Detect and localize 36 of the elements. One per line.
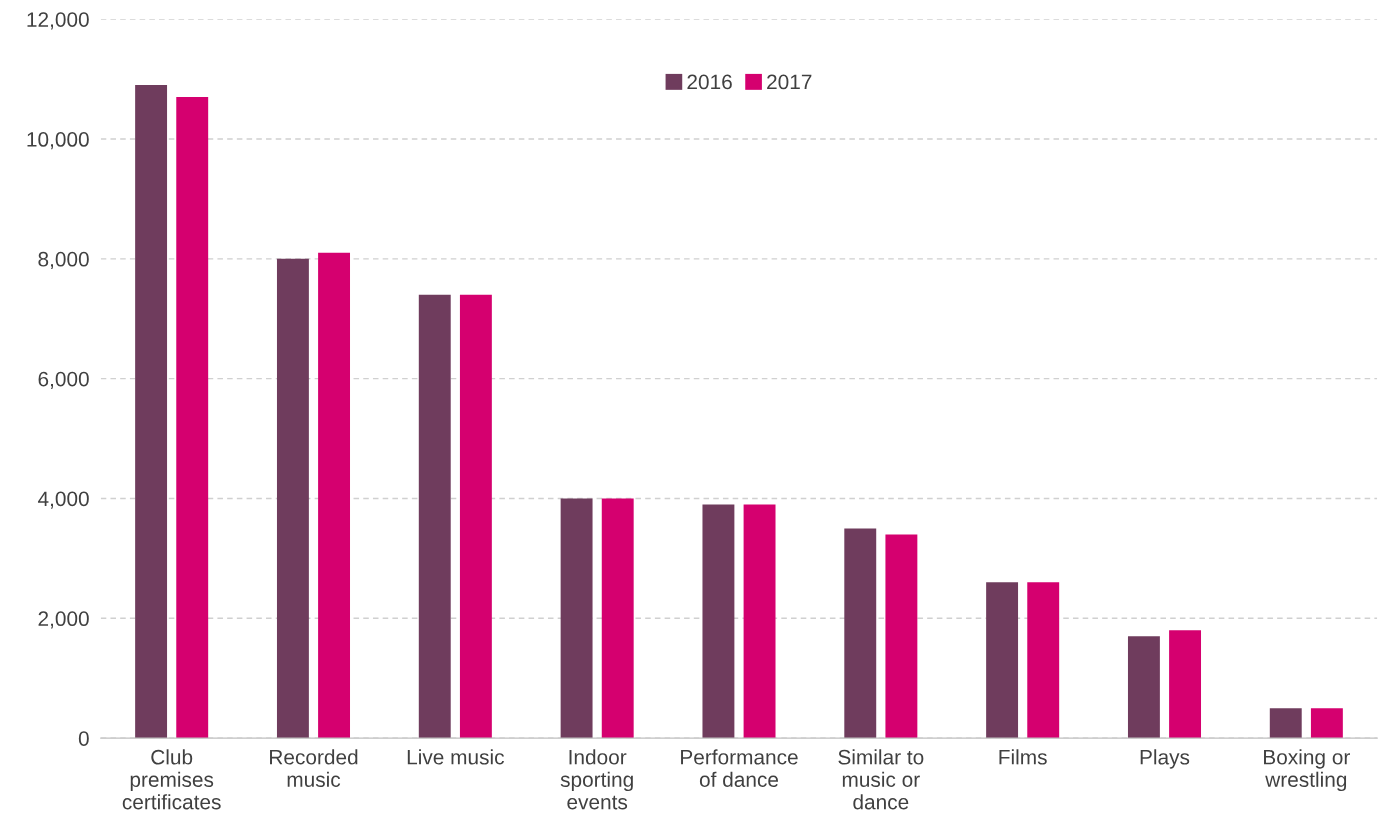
bar — [135, 85, 168, 739]
y-tick-label: 8,000 — [38, 251, 89, 270]
bar — [702, 504, 735, 739]
bar — [276, 258, 309, 739]
bar — [1127, 636, 1160, 739]
y-tick-label: 10,000 — [27, 132, 89, 150]
x-tick-label: Similar to music or dance — [838, 749, 924, 810]
x-tick-label: Films — [999, 749, 1047, 765]
x-tick-label: Indoor sporting events — [560, 749, 633, 810]
legend-label: 2017 — [767, 74, 812, 90]
bar — [418, 294, 451, 739]
bar — [1310, 708, 1343, 739]
x-tick-label: Boxing or wrestling — [1264, 749, 1350, 792]
x-tick-label: Performance of dance — [681, 749, 798, 787]
bar — [743, 504, 776, 739]
y-tick-label: 4,000 — [37, 491, 89, 509]
x-tick-label: Live music — [407, 749, 504, 765]
bar — [459, 294, 492, 739]
y-tick-label: 0 — [78, 731, 89, 746]
x-tick-label: Recorded music — [270, 749, 358, 787]
bar — [318, 252, 351, 739]
y-tick-label: 6,000 — [38, 371, 89, 389]
legend-label: 2016 — [687, 74, 732, 90]
y-tick-label: 12,000 — [27, 12, 89, 30]
bar — [1027, 582, 1060, 739]
bar — [601, 498, 634, 739]
bar — [1269, 708, 1302, 739]
x-tick-label: Club premises certificates — [122, 749, 221, 810]
bar — [560, 498, 593, 739]
y-tick-label: 2,000 — [38, 611, 89, 629]
bar — [1169, 630, 1202, 739]
bar — [986, 582, 1019, 739]
bar — [176, 97, 209, 739]
bar — [844, 528, 877, 739]
x-tick-label: Plays — [1140, 749, 1190, 769]
bar — [885, 534, 918, 739]
